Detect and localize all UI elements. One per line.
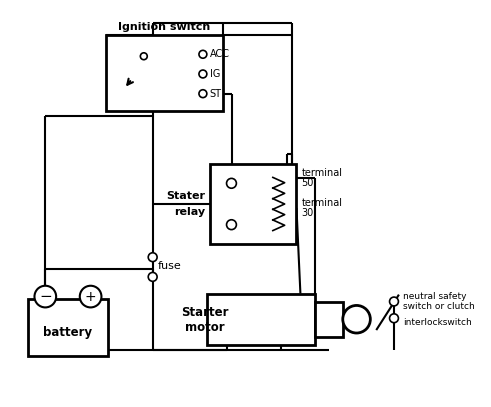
Bar bbox=[107, 35, 222, 112]
Circle shape bbox=[199, 70, 207, 78]
Text: 30: 30 bbox=[301, 208, 314, 218]
Circle shape bbox=[140, 53, 147, 60]
Bar bbox=[207, 293, 315, 345]
Text: −: − bbox=[39, 289, 52, 304]
Circle shape bbox=[343, 305, 370, 333]
Text: terminal: terminal bbox=[301, 198, 342, 208]
Text: Ignition switch: Ignition switch bbox=[118, 22, 211, 32]
Text: ACC: ACC bbox=[210, 49, 230, 59]
Circle shape bbox=[389, 314, 398, 323]
Text: IG: IG bbox=[210, 69, 220, 79]
Text: terminal: terminal bbox=[301, 168, 342, 178]
Text: interlockswitch: interlockswitch bbox=[403, 318, 471, 327]
Circle shape bbox=[199, 90, 207, 98]
Text: relay: relay bbox=[174, 207, 205, 217]
Text: Stater: Stater bbox=[166, 191, 205, 201]
Circle shape bbox=[226, 178, 236, 188]
Text: fuse: fuse bbox=[158, 261, 181, 271]
Text: 50: 50 bbox=[301, 178, 314, 188]
Text: switch or clutch: switch or clutch bbox=[403, 302, 475, 311]
Text: neutral safety: neutral safety bbox=[403, 292, 466, 301]
Text: ST: ST bbox=[210, 89, 222, 98]
Bar bbox=[315, 302, 343, 337]
Text: motor: motor bbox=[185, 321, 225, 334]
Bar bbox=[27, 299, 109, 356]
Text: Starter: Starter bbox=[181, 306, 229, 319]
Circle shape bbox=[34, 286, 56, 307]
Circle shape bbox=[148, 253, 157, 262]
Circle shape bbox=[148, 272, 157, 281]
Circle shape bbox=[80, 286, 102, 307]
Circle shape bbox=[389, 297, 398, 306]
Text: battery: battery bbox=[43, 326, 92, 339]
Bar bbox=[210, 164, 297, 244]
Text: +: + bbox=[85, 289, 96, 304]
Circle shape bbox=[226, 220, 236, 230]
Circle shape bbox=[199, 50, 207, 58]
